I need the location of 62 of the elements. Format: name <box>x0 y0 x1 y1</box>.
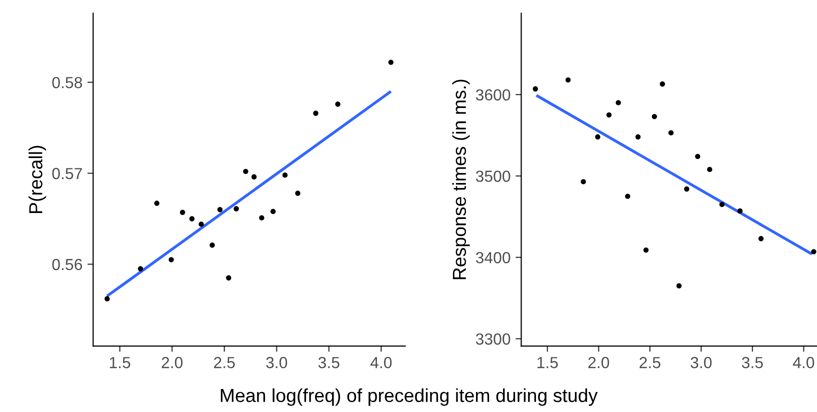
x-tick-label: 1.5 <box>110 357 130 368</box>
point <box>234 206 239 212</box>
point <box>104 296 110 302</box>
y-tick-label: 3400 <box>476 252 510 264</box>
point <box>388 60 394 65</box>
point <box>695 154 700 160</box>
x-tick-label: 2.0 <box>588 356 610 368</box>
point <box>737 208 743 214</box>
y-tick-label: 0.56 <box>52 258 82 270</box>
point <box>270 208 276 214</box>
point <box>251 174 257 180</box>
y-tick-label: 3600 <box>476 89 510 101</box>
point <box>532 86 538 92</box>
x-tick-label: 4.0 <box>792 356 814 368</box>
point <box>295 190 300 196</box>
point <box>707 166 712 172</box>
y-tick-label: 3300 <box>476 333 510 345</box>
point <box>719 202 725 208</box>
point <box>606 112 612 118</box>
point <box>210 242 215 248</box>
point <box>259 215 264 220</box>
point <box>635 134 641 140</box>
y-tick-label: 0.57 <box>52 168 82 180</box>
x-tick-label: 2.5 <box>640 356 660 368</box>
point <box>660 81 666 87</box>
x-tick-label: 4.0 <box>370 356 392 368</box>
point <box>217 207 223 212</box>
point <box>758 236 764 242</box>
x-tick-label: 3.5 <box>318 356 340 368</box>
point <box>180 210 186 215</box>
point <box>811 249 816 254</box>
point <box>138 266 144 272</box>
point <box>226 275 232 280</box>
point <box>652 114 658 120</box>
point <box>154 200 160 206</box>
point <box>189 216 195 222</box>
x-tick-label: 1.5 <box>538 357 558 368</box>
point <box>335 102 340 107</box>
x-axis-title: Mean log(freq) of preceding item during study <box>220 388 598 406</box>
point <box>684 186 690 192</box>
point <box>198 222 204 227</box>
y-axis-title: P(recall) <box>28 146 46 213</box>
point <box>643 247 649 253</box>
point <box>668 130 674 136</box>
y-tick-label: 0.58 <box>52 76 82 88</box>
y-tick-label: 3500 <box>476 170 510 182</box>
point <box>580 179 586 184</box>
point <box>282 172 288 178</box>
point <box>168 257 174 262</box>
x-tick-label: 3.0 <box>266 356 288 368</box>
point <box>565 77 571 83</box>
point <box>616 100 621 106</box>
point <box>313 110 318 116</box>
y-axis-title: Response times (in ms.) <box>452 80 470 280</box>
point <box>625 194 630 199</box>
x-tick-label: 2.0 <box>162 356 183 368</box>
x-tick-label: 2.5 <box>214 356 235 368</box>
point <box>676 283 682 288</box>
point <box>595 134 600 140</box>
point <box>243 168 248 174</box>
x-tick-label: 3.5 <box>742 356 763 368</box>
x-tick-label: 3.0 <box>690 356 712 368</box>
